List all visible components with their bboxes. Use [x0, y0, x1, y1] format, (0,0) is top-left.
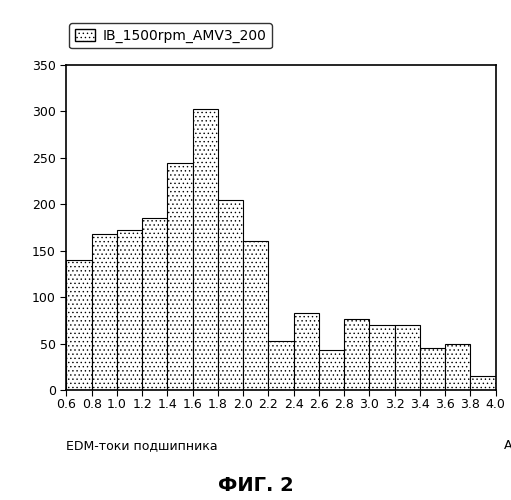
Text: ФИГ. 2: ФИГ. 2 — [218, 476, 293, 495]
Bar — [218, 200, 243, 390]
Bar — [471, 376, 496, 390]
Bar — [369, 325, 394, 390]
Text: EDM-токи подшипника: EDM-токи подшипника — [66, 439, 218, 452]
Bar — [117, 230, 142, 390]
Bar — [193, 108, 218, 390]
Bar — [243, 242, 268, 390]
Bar — [445, 344, 471, 390]
Bar — [91, 234, 117, 390]
Bar — [394, 325, 420, 390]
Bar — [319, 350, 344, 390]
Bar — [168, 162, 193, 390]
Text: А: А — [504, 439, 511, 452]
Bar — [344, 318, 369, 390]
Bar — [142, 218, 168, 390]
Legend: IB_1500rpm_AMV3_200: IB_1500rpm_AMV3_200 — [69, 23, 272, 48]
Bar — [66, 260, 91, 390]
Bar — [268, 341, 294, 390]
Bar — [294, 313, 319, 390]
Bar — [420, 348, 445, 390]
